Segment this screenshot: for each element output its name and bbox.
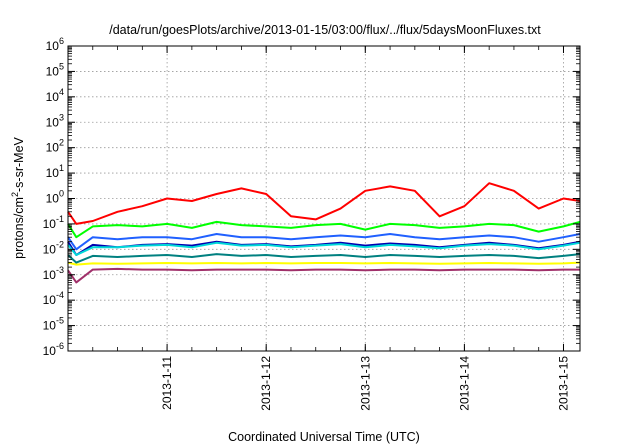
series-line-1 [67, 182, 581, 225]
series-line-4 [67, 241, 581, 256]
y-tick-exponent: 1 [59, 163, 64, 173]
x-tick-label: 2013-1-12 [259, 356, 273, 411]
y-axis-ticks: 10-610-510-410-310-210-11001011021031041… [43, 36, 580, 358]
x-tick-label: 2013-1-13 [358, 356, 372, 411]
series-line-6 [67, 253, 581, 264]
y-tick-exponent: -5 [56, 316, 64, 326]
y-tick-label: 100 [46, 189, 64, 206]
series-line-8 [67, 267, 580, 284]
y-tick-label: 101 [46, 163, 64, 180]
series-line-2 [67, 220, 581, 239]
chart-title: /data/run/goesPlots/archive/2013-01-15/0… [109, 23, 541, 37]
y-tick-exponent: 4 [59, 87, 64, 97]
x-axis-ticks: 2013-1-11 2013-1-12 2013-1-13 2013-1-14 2013… [67, 46, 570, 411]
y-tick-label: 10-4 [43, 290, 64, 307]
y-tick-exponent: -4 [56, 290, 64, 300]
x-tick-label: 2013-1-11 [160, 356, 174, 410]
y-tick-label: 10-2 [43, 239, 64, 256]
x-tick-label: 2013-1-15 [556, 356, 570, 411]
y-tick-label: 103 [46, 112, 64, 129]
y-tick-exponent: -2 [56, 239, 64, 249]
y-tick-exponent: -1 [56, 214, 64, 224]
y-tick-label: 106 [46, 36, 64, 53]
y-tick-exponent: 5 [59, 61, 64, 71]
data-series [67, 182, 581, 284]
y-tick-exponent: 6 [59, 36, 64, 46]
series-line-7 [67, 261, 581, 266]
y-tick-exponent: 2 [59, 138, 64, 148]
y-tick-label: 104 [46, 87, 64, 104]
y-tick-label: 102 [46, 138, 64, 155]
series-line-3 [67, 233, 581, 251]
y-tick-label: 10-6 [43, 341, 64, 358]
y-tick-exponent: 0 [59, 189, 64, 199]
x-tick-label: 2013-1-14 [457, 356, 471, 411]
y-tick-label: 10-1 [43, 214, 64, 231]
y-tick-label: 10-3 [43, 265, 64, 282]
x-axis-label: Coordinated Universal Time (UTC) [228, 430, 420, 444]
y-tick-exponent: -3 [56, 265, 64, 275]
y-tick-label: 105 [46, 61, 64, 78]
y-tick-exponent: -6 [56, 341, 64, 351]
y-axis-label: protons/cm2-s-sr-MeV [10, 136, 26, 258]
y-tick-label: 10-5 [43, 316, 64, 333]
y-axis-label-superscript: 2 [10, 192, 20, 197]
y-tick-exponent: 3 [59, 112, 64, 122]
